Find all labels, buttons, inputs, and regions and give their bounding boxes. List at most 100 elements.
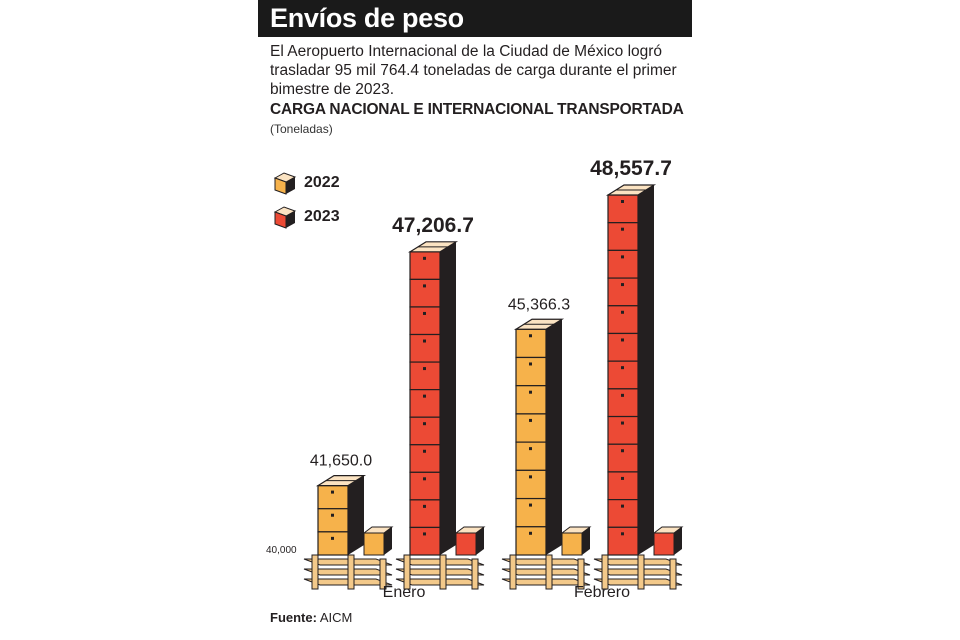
box-handle [529,503,532,507]
infographic-panel: Envíos de peso El Aeropuerto Internacion… [258,0,692,640]
box-handle [621,227,624,231]
small-box-enero-2022 [362,526,394,556]
box-front [409,251,441,280]
chart-unit: (Toneladas) [270,122,333,136]
legend-label-2022: 2022 [304,174,340,191]
pallet-block [311,554,319,590]
box-handle [621,393,624,397]
small-box-enero-2023 [454,526,486,556]
data-label: 45,366.3 [508,296,570,313]
box-handle [621,255,624,259]
small-box-top [652,526,684,534]
box-handle [423,422,426,426]
small-box-front [561,532,583,556]
pallet-block [347,554,355,590]
bar-febrero-2023: 48,557.7 [590,157,672,556]
box-handle [621,283,624,287]
pallet-block [471,558,479,590]
pallet-block [577,558,585,590]
bar-febrero-2022: 45,366.3 [508,296,570,556]
small-box-side [674,527,682,555]
box-front [607,194,639,224]
pallet-block [379,558,387,590]
pallet-block [669,558,677,590]
box-handle [529,531,532,535]
box-handle [423,449,426,453]
box-handle [621,200,624,203]
box-front [607,499,639,528]
box-handle [331,490,334,494]
box-handle [529,334,532,338]
box-handle [621,421,624,425]
legend-item-2023: 2023 [272,204,340,230]
box-handle [621,449,624,453]
small-box-front [455,532,477,556]
box-handle [529,390,532,394]
legend-label-2023: 2023 [304,208,340,225]
legend-item-2022: 2022 [272,170,340,196]
pallet-block [601,554,609,590]
box-handle [423,339,426,343]
box-handle [423,532,426,536]
small-box-side [582,527,590,555]
box-front [515,497,547,528]
box-handle [423,311,426,315]
bar-enero-2023: 47,206.7 [392,214,474,556]
box-handle [529,447,532,451]
box-front [607,443,639,473]
box-front [607,305,639,335]
box-handle [423,284,426,288]
small-box-top [560,526,592,534]
small-box-front [653,532,675,556]
stack-side [546,319,562,555]
box-front [607,471,639,501]
box-handle [621,532,624,536]
stack-side [440,241,456,556]
box-front [607,222,639,251]
stack-side [348,475,364,555]
box-front [607,277,639,307]
data-label: 41,650.0 [310,453,372,470]
box-front [409,306,441,336]
box-front [515,356,547,387]
pallet-block [439,554,447,590]
small-box-top [454,526,486,534]
source-value: AICM [319,610,353,625]
pallet-block [403,554,411,590]
pallet-febrero-2023 [593,554,683,590]
box-handle [423,504,426,508]
box-handle [621,310,624,314]
box-handle [423,394,426,398]
box-front [607,332,639,362]
small-box-side [384,527,392,555]
data-label: 48,557.7 [590,157,672,180]
pallet-block [545,554,553,590]
box-handle [621,476,624,480]
box-handle [331,513,334,517]
stack-side [638,185,654,555]
page-title: Envíos de peso [270,3,464,33]
pallet-block [509,554,517,590]
box-front [515,385,547,415]
small-box-febrero-2022 [560,526,592,556]
x-tick-label: Enero [383,584,426,601]
bar-chart: 41,650.0 47,206.7 Enero 45,366.3 48,557.7 Feb… [266,157,684,601]
box-front [409,361,441,391]
box-front [607,249,639,279]
small-box-front [363,532,385,556]
box-front [409,499,441,529]
box-handle [529,418,532,422]
box-front [409,526,441,556]
bar-enero-2022: 41,650.0 [310,453,372,556]
box-icon-2022 [273,172,297,195]
box-handle [621,504,624,508]
box-front [607,526,639,556]
box-front [607,415,639,445]
box-handle [621,338,624,342]
small-box-febrero-2023 [652,526,684,556]
box-handle [331,536,334,540]
box-front [317,508,349,533]
box-handle [423,367,426,371]
intro-text: El Aeropuerto Internacional de la Ciudad… [270,43,677,98]
box-front [317,484,349,510]
